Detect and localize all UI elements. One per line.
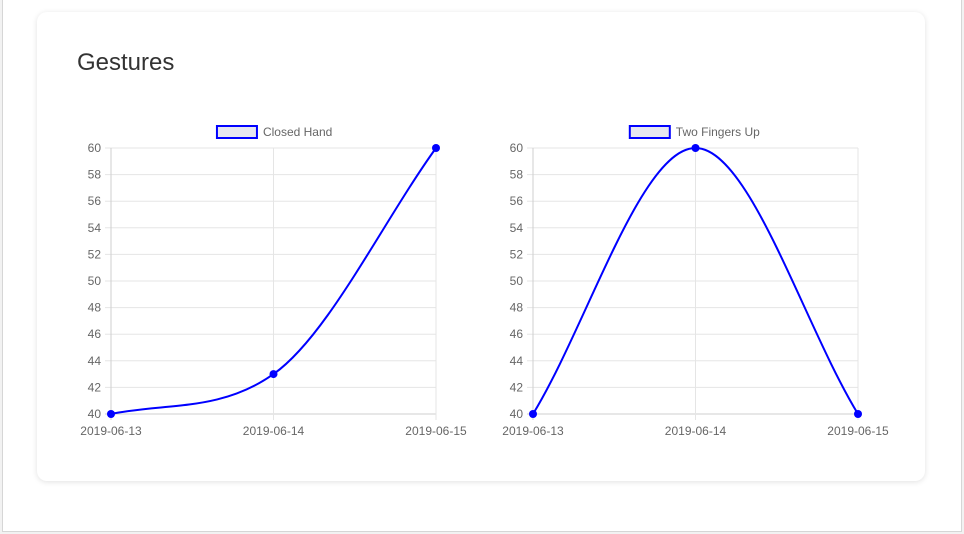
- data-point: [432, 144, 440, 152]
- x-tick-label: 2019-06-14: [665, 424, 727, 438]
- data-point: [269, 370, 278, 379]
- y-tick-label: 52: [510, 247, 524, 261]
- data-point: [691, 144, 700, 152]
- y-tick-label: 40: [88, 407, 102, 421]
- y-tick-label: 58: [88, 168, 102, 182]
- y-tick-label: 46: [510, 327, 524, 341]
- legend-label: Two Fingers Up: [676, 125, 760, 139]
- y-tick-label: 54: [88, 221, 102, 235]
- y-tick-label: 50: [88, 274, 102, 288]
- legend-label: Closed Hand: [263, 125, 332, 139]
- y-tick-label: 56: [510, 194, 524, 208]
- y-tick-label: 44: [510, 354, 524, 368]
- data-point: [529, 410, 537, 418]
- legend-swatch: [215, 125, 258, 139]
- series-line: [110, 147, 437, 415]
- x-tick-label: 2019-06-15: [827, 424, 889, 438]
- y-tick-label: 46: [88, 327, 102, 341]
- data-point: [854, 410, 862, 418]
- y-tick-label: 52: [88, 247, 102, 261]
- y-tick-label: 50: [510, 274, 524, 288]
- card-title: Gestures: [77, 49, 175, 76]
- y-tick-label: 44: [88, 354, 102, 368]
- y-tick-label: 42: [510, 380, 524, 394]
- y-tick-label: 48: [510, 301, 524, 315]
- y-tick-label: 56: [88, 194, 102, 208]
- x-tick-label: 2019-06-14: [243, 424, 305, 438]
- x-tick-label: 2019-06-15: [405, 424, 467, 438]
- y-tick-label: 42: [88, 380, 102, 394]
- y-tick-label: 60: [510, 141, 524, 155]
- x-tick-label: 2019-06-13: [80, 424, 142, 438]
- y-tick-label: 54: [510, 221, 524, 235]
- legend-swatch: [628, 125, 671, 139]
- data-point: [107, 410, 115, 418]
- x-tick-label: 2019-06-13: [502, 424, 564, 438]
- y-tick-label: 48: [88, 301, 102, 315]
- y-tick-label: 60: [88, 141, 102, 155]
- y-tick-label: 58: [510, 168, 524, 182]
- y-tick-label: 40: [510, 407, 524, 421]
